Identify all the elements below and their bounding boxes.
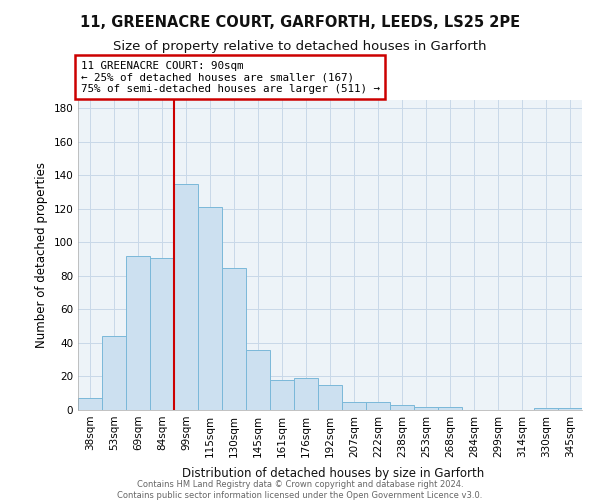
Bar xyxy=(390,405,414,410)
Bar xyxy=(102,336,126,410)
Bar xyxy=(534,408,558,410)
Bar xyxy=(438,406,462,410)
Text: Distribution of detached houses by size in Garforth: Distribution of detached houses by size … xyxy=(182,467,484,480)
Bar xyxy=(294,378,318,410)
Text: 11 GREENACRE COURT: 90sqm
← 25% of detached houses are smaller (167)
75% of semi: 11 GREENACRE COURT: 90sqm ← 25% of detac… xyxy=(80,60,380,94)
Bar xyxy=(366,402,390,410)
Bar xyxy=(558,408,582,410)
Bar xyxy=(174,184,198,410)
Bar xyxy=(318,385,342,410)
Y-axis label: Number of detached properties: Number of detached properties xyxy=(35,162,48,348)
Bar xyxy=(342,402,366,410)
Bar xyxy=(198,207,222,410)
Bar xyxy=(246,350,270,410)
Bar xyxy=(150,258,174,410)
Text: 11, GREENACRE COURT, GARFORTH, LEEDS, LS25 2PE: 11, GREENACRE COURT, GARFORTH, LEEDS, LS… xyxy=(80,15,520,30)
Bar xyxy=(126,256,150,410)
Text: Size of property relative to detached houses in Garforth: Size of property relative to detached ho… xyxy=(113,40,487,53)
Bar xyxy=(270,380,294,410)
Bar xyxy=(78,398,102,410)
Bar xyxy=(414,406,438,410)
Bar xyxy=(222,268,246,410)
Text: Contains HM Land Registry data © Crown copyright and database right 2024.
Contai: Contains HM Land Registry data © Crown c… xyxy=(118,480,482,500)
